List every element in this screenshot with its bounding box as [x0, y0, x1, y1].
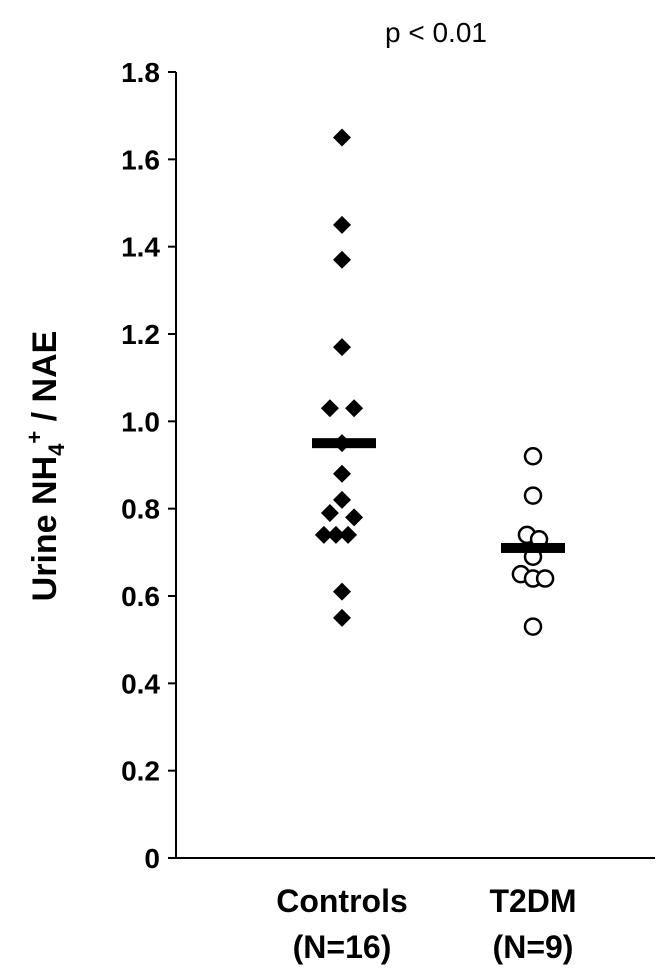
y-tick-label: 0.4 — [121, 668, 160, 699]
y-tick-label: 0.8 — [121, 494, 160, 525]
control-point — [320, 504, 339, 523]
controls-mean-line — [312, 438, 376, 449]
mean-lines — [312, 438, 565, 553]
y-tick-label: 1.8 — [121, 57, 160, 88]
y-tick-label: 1.6 — [121, 144, 160, 175]
control-point — [333, 464, 351, 483]
t2dm-point — [523, 447, 543, 466]
t2dm-point — [523, 486, 543, 505]
y-tick-label: 0.2 — [121, 756, 160, 787]
category-count-label: (N=9) — [493, 929, 574, 965]
control-point — [333, 490, 351, 509]
y-tick-label: 0.6 — [121, 581, 160, 612]
y-tick-label: 1.0 — [121, 406, 160, 437]
y-ticks: 0 0.2 0.4 0.6 0.8 1.0 1.2 1.4 1.6 1.8 — [121, 57, 176, 874]
p-value-annotation: p < 0.01 — [385, 17, 487, 48]
category-count-label: (N=16) — [293, 929, 392, 965]
control-point — [333, 608, 351, 627]
y-tick-label: 1.4 — [121, 232, 160, 263]
t2dm-point — [535, 569, 555, 588]
control-point — [345, 399, 364, 418]
control-point — [333, 338, 351, 357]
category-label: T2DM — [489, 883, 576, 919]
y-tick-label: 0 — [144, 843, 160, 874]
control-point — [339, 525, 358, 544]
y-tick-label: 1.2 — [121, 319, 160, 350]
category-label: Controls — [276, 883, 408, 919]
category-labels: Controls (N=16) T2DM (N=9) — [276, 883, 576, 965]
t2dm-mean-line — [501, 542, 565, 553]
control-point — [333, 582, 351, 601]
data-points — [314, 128, 555, 636]
t2dm-point — [523, 617, 543, 636]
control-point — [333, 215, 351, 234]
control-point — [333, 128, 351, 147]
control-point — [326, 525, 345, 544]
control-point — [333, 250, 351, 269]
control-point — [320, 399, 339, 418]
y-axis-label: Urine NH4+ / NAE — [22, 331, 69, 602]
control-point — [314, 525, 333, 544]
control-point — [345, 508, 364, 527]
